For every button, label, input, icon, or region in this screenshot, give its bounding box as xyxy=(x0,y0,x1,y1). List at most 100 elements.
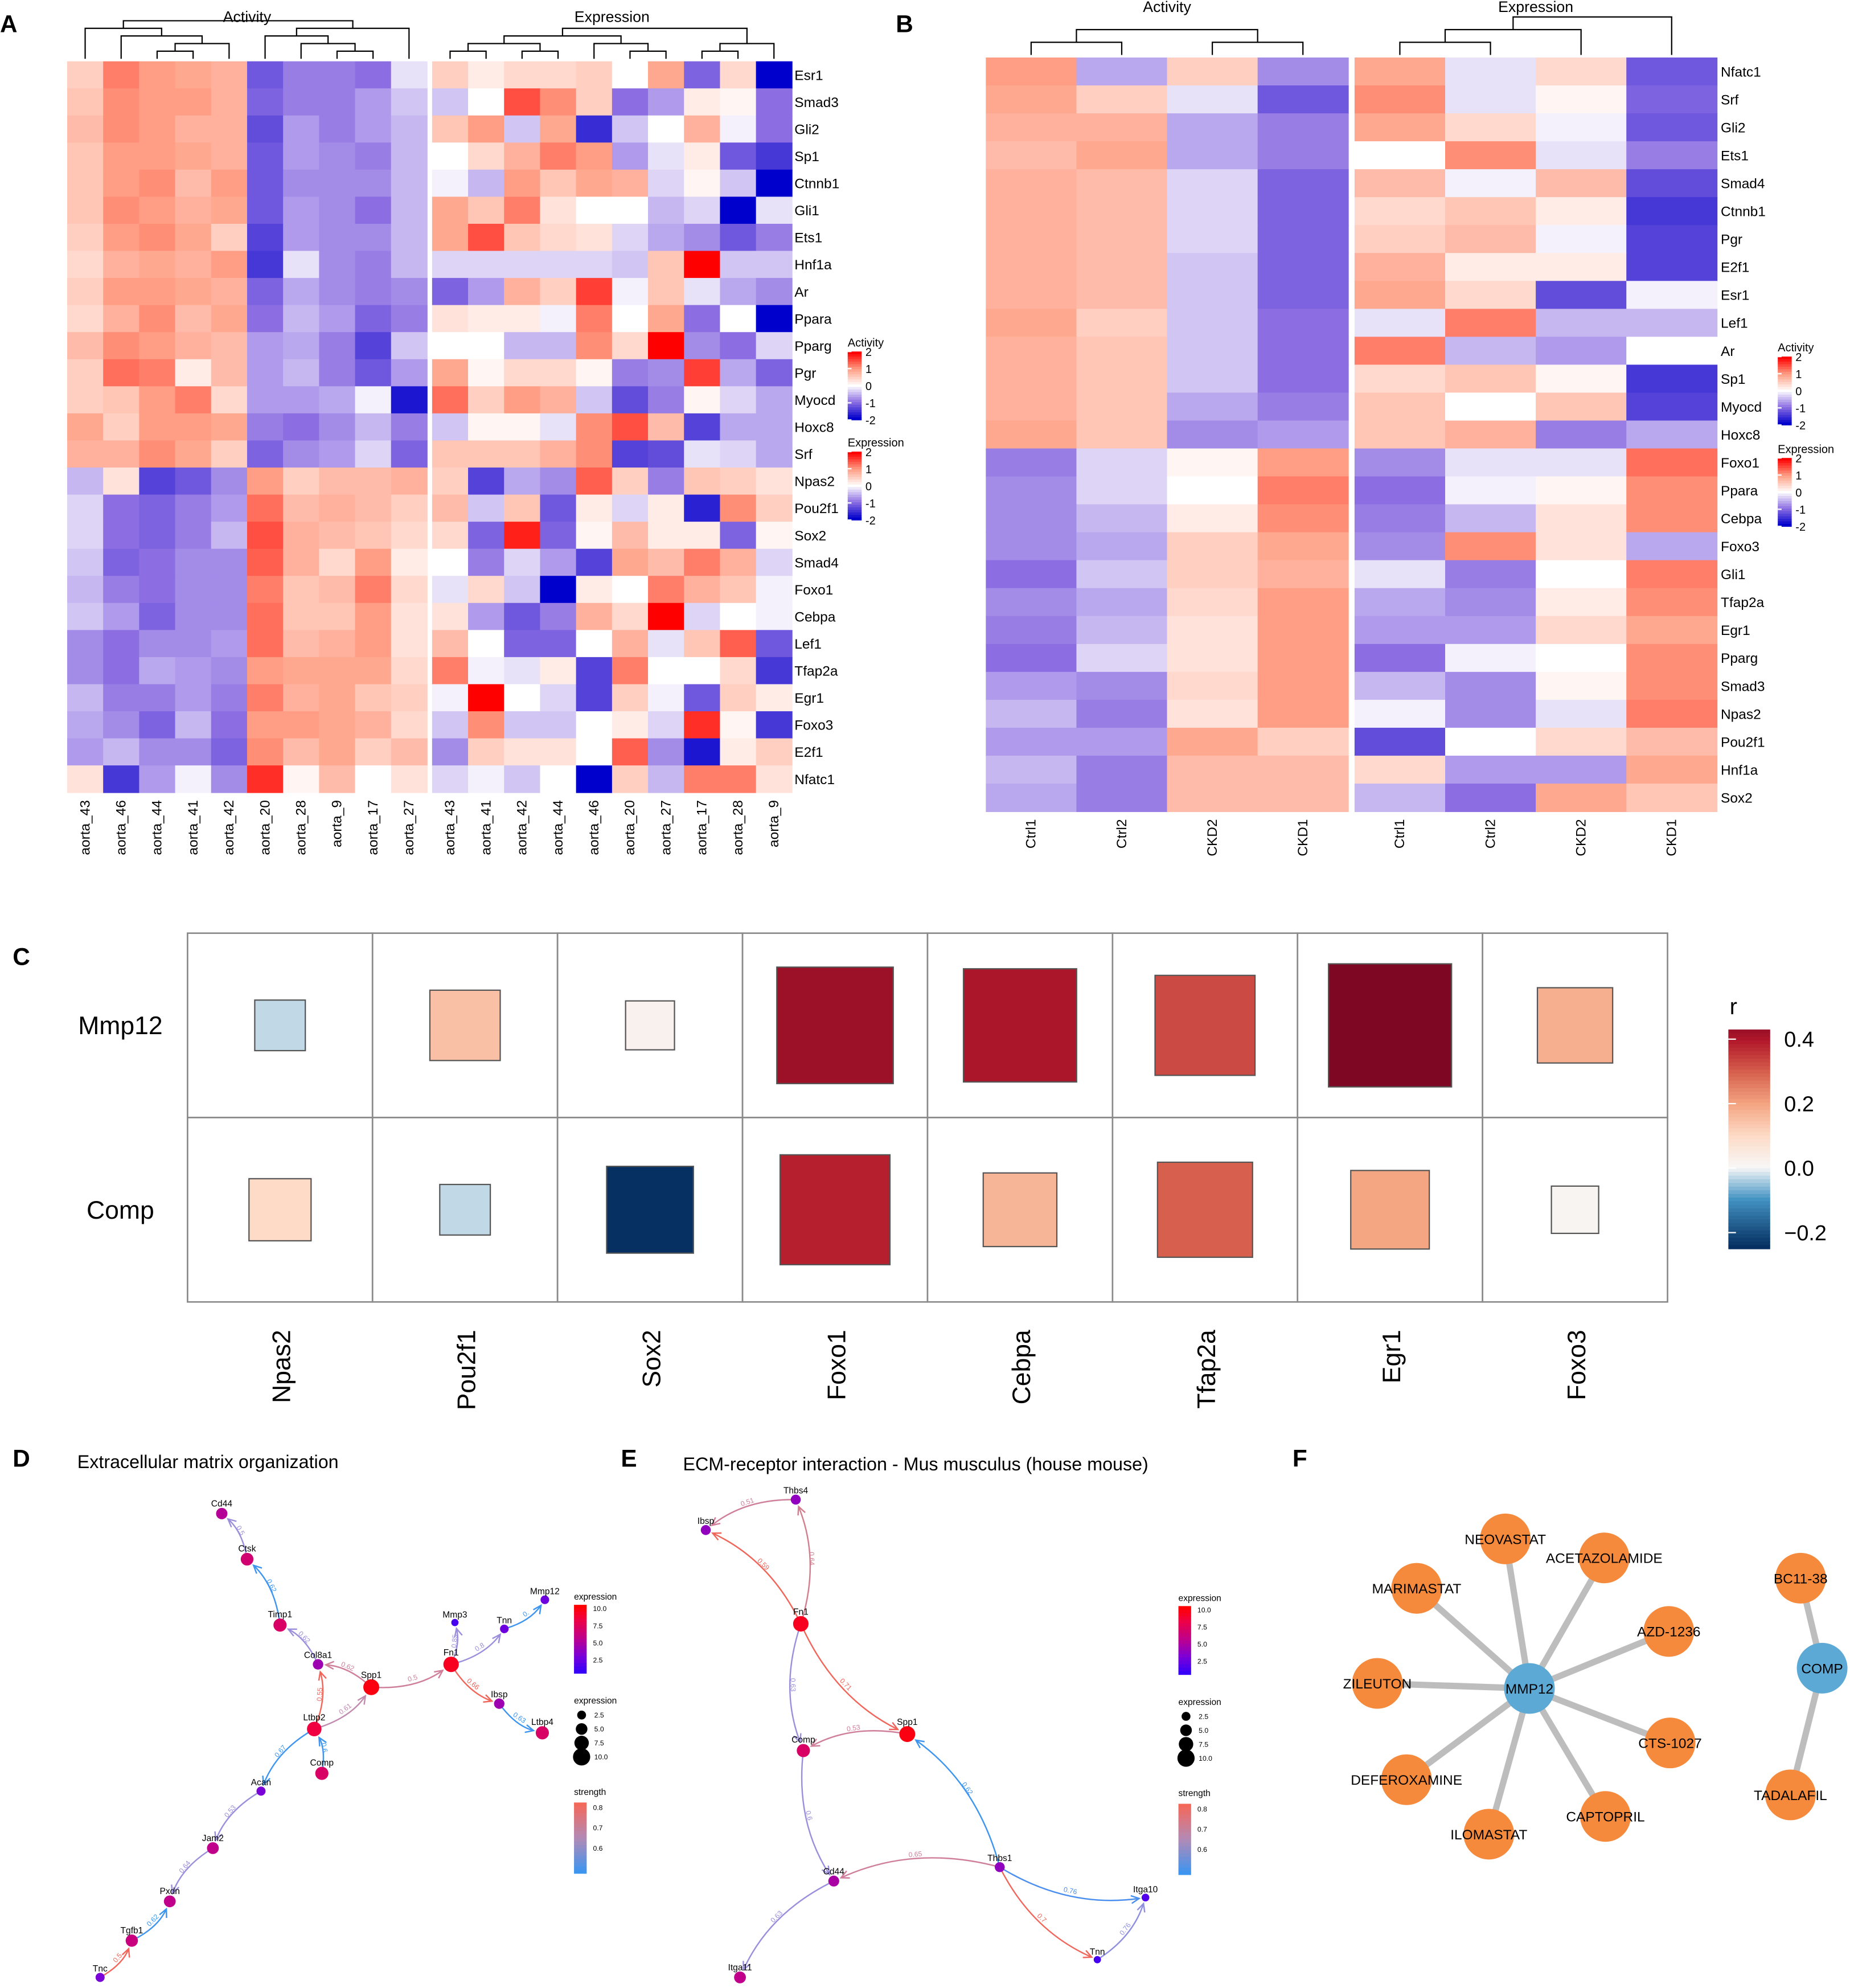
heatmap-cell xyxy=(684,115,721,144)
heatmap-cell xyxy=(576,657,613,685)
edge-arrowhead xyxy=(797,1505,806,1516)
heatmap-cell xyxy=(319,440,356,468)
legend-gradient-step xyxy=(847,497,862,501)
legend-gradient-step xyxy=(1178,1633,1191,1638)
heatmap-cell xyxy=(319,61,356,89)
edge-arrowhead xyxy=(492,1633,502,1643)
legend-gradient-step xyxy=(1778,409,1792,413)
heatmap-cell xyxy=(576,223,613,252)
heatmap-cell xyxy=(139,196,176,224)
heatmap-cell xyxy=(468,440,505,468)
legend-tick-label: 10.0 xyxy=(1197,1606,1211,1614)
heatmap-cell xyxy=(355,494,392,522)
legend-gradient-step xyxy=(1778,516,1792,519)
heatmap-cell xyxy=(986,169,1077,198)
legend-gradient-step xyxy=(1178,1637,1191,1641)
heatmap-cell xyxy=(211,602,248,631)
heatmap-cell xyxy=(1445,281,1537,310)
legend-gradient-step xyxy=(1778,379,1792,383)
edge-weight-label: 0.8 xyxy=(473,1641,486,1653)
heatmap-cell xyxy=(247,711,284,739)
edge-arrowhead xyxy=(227,1518,237,1528)
column-label: aorta_42 xyxy=(221,800,237,855)
heatmap-cell xyxy=(139,765,176,793)
column-label: CKD2 xyxy=(1573,819,1589,856)
legend-gradient-step xyxy=(1728,1208,1770,1213)
legend-gradient-step xyxy=(1728,1069,1770,1074)
legend-title: expression xyxy=(574,1696,617,1706)
heatmap-cell xyxy=(986,448,1077,477)
heatmap-cell xyxy=(283,223,320,252)
heatmap-cell xyxy=(504,115,541,144)
heatmap-cell xyxy=(139,413,176,441)
heatmap-cell xyxy=(612,169,649,198)
heatmap-cell xyxy=(67,548,104,577)
heatmap-cell xyxy=(1167,504,1258,533)
legend-gradient-step xyxy=(574,1838,587,1842)
edge-arrowhead xyxy=(1137,1902,1146,1913)
gene-label: Thbs4 xyxy=(784,1486,809,1495)
legend-gradient-step xyxy=(1778,518,1792,522)
legend-tick-label: 0.6 xyxy=(593,1844,602,1852)
heatmap-cell xyxy=(504,278,541,306)
heatmap-cell xyxy=(175,576,212,604)
heatmap-cell xyxy=(1257,476,1349,505)
drug-node xyxy=(1352,1658,1403,1709)
legend-gradient-step xyxy=(1728,1201,1770,1206)
legend-gradient-step xyxy=(847,390,862,393)
legend-gradient-step xyxy=(574,1870,587,1874)
heatmap-cell xyxy=(432,115,469,144)
heatmap-cell xyxy=(1626,476,1718,505)
panel-d-network: 0.62 0.5 0.62 0.62 0.5 0.55 0.61 0.6 0.67 0.53 0.6… xyxy=(93,1499,617,1982)
legend-gradient-step xyxy=(1728,1142,1770,1147)
gene-label: Cd44 xyxy=(823,1867,845,1876)
heatmap-cell xyxy=(391,522,428,550)
heatmap-cell xyxy=(247,61,284,89)
heatmap-cell xyxy=(1257,225,1349,254)
legend-gradient-step xyxy=(847,371,862,375)
heatmap-cell xyxy=(1626,57,1718,86)
heatmap-cell xyxy=(67,602,104,631)
column-label: Ctrl1 xyxy=(1024,819,1039,849)
legend-gradient-step xyxy=(1728,1117,1770,1122)
heatmap-cell xyxy=(283,278,320,306)
heatmap-cell xyxy=(1536,643,1627,673)
heatmap-cell xyxy=(1167,727,1258,756)
dendrogram-branch xyxy=(156,50,194,59)
edge-weight-label: 0.71 xyxy=(838,1677,854,1692)
heatmap-cell xyxy=(540,602,577,631)
column-label: Ctrl2 xyxy=(1114,819,1130,849)
heatmap-cell xyxy=(1257,643,1349,673)
node-label: DEFEROXAMINE xyxy=(1351,1773,1462,1788)
network-edge xyxy=(999,1867,1092,1958)
target-node xyxy=(1504,1663,1555,1714)
heatmap-cell xyxy=(283,440,320,468)
heatmap-cell xyxy=(756,386,793,414)
heatmap-cell xyxy=(684,142,721,170)
target-node xyxy=(1796,1642,1848,1694)
legend-gradient-step xyxy=(847,512,862,515)
legend-gradient-step xyxy=(1728,1230,1770,1235)
gene-label: Ibsp xyxy=(491,1690,507,1699)
node-label: COMP xyxy=(1801,1661,1843,1677)
heatmap-cell xyxy=(756,711,793,739)
legend-gradient-step xyxy=(1778,523,1792,527)
heatmap-cell xyxy=(1257,113,1349,142)
network-edge xyxy=(253,1564,281,1625)
heatmap-cell xyxy=(648,169,685,198)
legend-gradient-step xyxy=(1728,1044,1770,1048)
column-label: Pou2f1 xyxy=(453,1330,481,1410)
edge-weight-label: 0.66 xyxy=(465,1677,481,1691)
legend-gradient-step xyxy=(1778,387,1792,390)
heatmap-cell xyxy=(540,522,577,550)
correlation-square xyxy=(254,999,306,1052)
legend-tick-label: 2 xyxy=(865,346,872,359)
legend-gradient-step xyxy=(1728,1040,1770,1045)
heatmap-cell xyxy=(319,88,356,116)
heatmap-cell xyxy=(540,142,577,170)
heatmap-cell xyxy=(247,548,284,577)
edge-weight-label: 0.63 xyxy=(769,1909,785,1924)
legend-tick-label: 2.5 xyxy=(1199,1712,1208,1720)
legend-tick-label: 0.7 xyxy=(593,1824,602,1832)
